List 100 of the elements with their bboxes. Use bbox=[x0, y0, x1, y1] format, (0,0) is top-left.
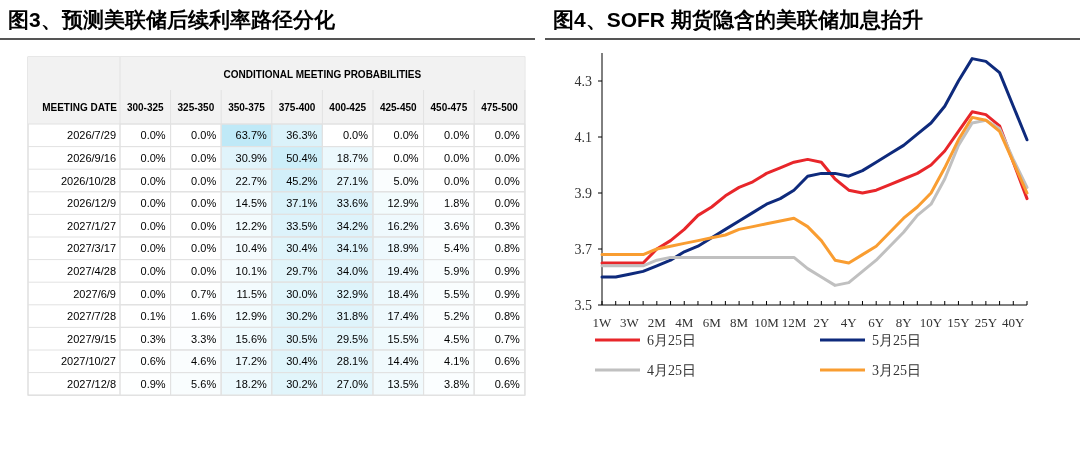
data-label: 30.4% bbox=[286, 355, 318, 368]
x-tick-label: 3W bbox=[620, 315, 640, 330]
x-tick-label: 1W bbox=[592, 315, 613, 330]
x-tick-label: 10Y bbox=[919, 315, 943, 330]
data-label: 11.5% bbox=[236, 287, 268, 300]
data-label: 5.4% bbox=[444, 242, 470, 255]
x-tick-label: 4M bbox=[675, 315, 694, 330]
y-tick-label: 2027/10/27 bbox=[60, 355, 116, 368]
data-label: 0.8% bbox=[494, 310, 521, 323]
data-label: 27.1% bbox=[336, 174, 369, 187]
chart-title: 图4、SOFR 期货隐含的美联储加息抬升 bbox=[553, 7, 923, 33]
y-tick-label: 3.5 bbox=[574, 298, 592, 313]
x-tick-label: 350-375 bbox=[228, 102, 266, 113]
y-tick-label: 4.3 bbox=[574, 74, 592, 89]
y-tick-label: 2027/6/9 bbox=[73, 287, 116, 300]
y-tick-label: 3.7 bbox=[574, 242, 592, 257]
data-label: 30.0% bbox=[286, 287, 318, 300]
y-tick-label: 2026/12/9 bbox=[67, 197, 116, 210]
y-axis-title: MEETING DATE bbox=[42, 102, 118, 113]
data-label: 30.9% bbox=[235, 151, 268, 164]
data-label: 0.7% bbox=[494, 332, 521, 345]
data-label: 3.3% bbox=[191, 332, 217, 345]
data-label: 0.0% bbox=[444, 129, 470, 142]
data-label: 0.9% bbox=[140, 377, 166, 390]
y-tick-label: 3.9 bbox=[574, 186, 592, 201]
x-tick-label: 425-450 bbox=[379, 102, 418, 113]
chart-title: 图3、预测美联储后续利率路径分化 bbox=[8, 7, 335, 33]
y-tick-label: 2026/10/28 bbox=[60, 174, 116, 187]
data-label: 30.5% bbox=[286, 332, 318, 345]
data-label: 36.3% bbox=[286, 129, 318, 142]
data-label: 10.1% bbox=[235, 264, 268, 277]
data-label: 0.6% bbox=[494, 355, 521, 368]
data-label: 15.6% bbox=[235, 332, 268, 345]
x-tick-label: 2Y bbox=[813, 315, 830, 330]
data-label: 0.0% bbox=[140, 219, 166, 232]
y-tick-label: 2027/1/27 bbox=[67, 219, 116, 232]
y-tick-label: 2026/9/16 bbox=[67, 151, 116, 164]
data-label: 0.0% bbox=[140, 151, 166, 164]
data-label: 17.2% bbox=[235, 355, 268, 368]
data-label: 4.6% bbox=[191, 355, 217, 368]
data-label: 30.2% bbox=[286, 377, 318, 390]
data-label: 0.0% bbox=[140, 129, 166, 142]
x-tick-label: 6M bbox=[702, 315, 722, 330]
data-label: 10.4% bbox=[235, 242, 268, 255]
data-label: 1.6% bbox=[191, 310, 217, 323]
data-label: 0.0% bbox=[444, 151, 470, 164]
data-label: 0.0% bbox=[140, 174, 166, 187]
data-label: 18.7% bbox=[336, 151, 369, 164]
x-tick-label: 8Y bbox=[895, 315, 913, 330]
x-tick-label: 325-350 bbox=[177, 102, 215, 113]
data-label: 0.0% bbox=[140, 197, 166, 210]
legend-label: 6月25日 bbox=[647, 333, 696, 348]
data-label: 63.7% bbox=[235, 129, 268, 142]
y-tick-label: 2027/12/8 bbox=[67, 377, 116, 390]
data-label: 0.0% bbox=[191, 219, 217, 232]
data-label: 5.6% bbox=[191, 377, 217, 390]
data-label: 37.1% bbox=[286, 197, 318, 210]
x-tick-label: 15Y bbox=[947, 315, 971, 330]
data-label: 3.8% bbox=[444, 377, 470, 390]
data-label: 1.8% bbox=[444, 197, 470, 210]
data-label: 0.0% bbox=[342, 129, 369, 142]
data-label: 34.0% bbox=[336, 264, 369, 277]
data-label: 3.6% bbox=[444, 219, 470, 232]
data-label: 0.8% bbox=[494, 242, 521, 255]
data-label: 28.1% bbox=[336, 355, 369, 368]
chart-subtitle: CONDITIONAL MEETING PROBABILITIES bbox=[223, 68, 422, 80]
data-label: 0.0% bbox=[494, 174, 521, 187]
data-label: 0.7% bbox=[191, 287, 217, 300]
data-label: 0.0% bbox=[494, 129, 521, 142]
data-label: 34.2% bbox=[336, 219, 369, 232]
x-tick-label: 375-400 bbox=[278, 102, 316, 113]
y-tick-label: 2027/7/28 bbox=[67, 310, 116, 323]
data-label: 5.2% bbox=[444, 310, 470, 323]
data-label: 27.0% bbox=[336, 377, 369, 390]
data-label: 29.5% bbox=[336, 332, 369, 345]
y-tick-label: 2027/3/17 bbox=[67, 242, 116, 255]
data-label: 0.3% bbox=[494, 219, 521, 232]
x-tick-label: 300-325 bbox=[126, 102, 165, 113]
data-label: 5.9% bbox=[444, 264, 470, 277]
data-label: 12.2% bbox=[235, 219, 268, 232]
data-label: 18.9% bbox=[387, 242, 419, 255]
data-label: 0.6% bbox=[494, 377, 521, 390]
x-tick-label: 4Y bbox=[840, 315, 858, 330]
data-label: 14.5% bbox=[235, 197, 268, 210]
data-label: 19.4% bbox=[387, 264, 419, 277]
data-label: 5.5% bbox=[444, 287, 470, 300]
data-label: 4.5% bbox=[444, 332, 470, 345]
legend-label: 5月25日 bbox=[872, 333, 921, 348]
data-label: 0.6% bbox=[140, 355, 166, 368]
data-label: 32.9% bbox=[336, 287, 369, 300]
data-label: 0.0% bbox=[140, 264, 166, 277]
data-label: 0.0% bbox=[191, 129, 217, 142]
data-label: 0.0% bbox=[140, 287, 166, 300]
y-tick-label: 4.1 bbox=[574, 130, 592, 145]
data-label: 0.9% bbox=[494, 264, 521, 277]
x-tick-label: 6Y bbox=[868, 315, 885, 330]
data-label: 0.0% bbox=[140, 242, 166, 255]
data-label: 31.8% bbox=[336, 310, 369, 323]
x-tick-label: 8M bbox=[730, 315, 749, 330]
data-label: 17.4% bbox=[387, 310, 419, 323]
